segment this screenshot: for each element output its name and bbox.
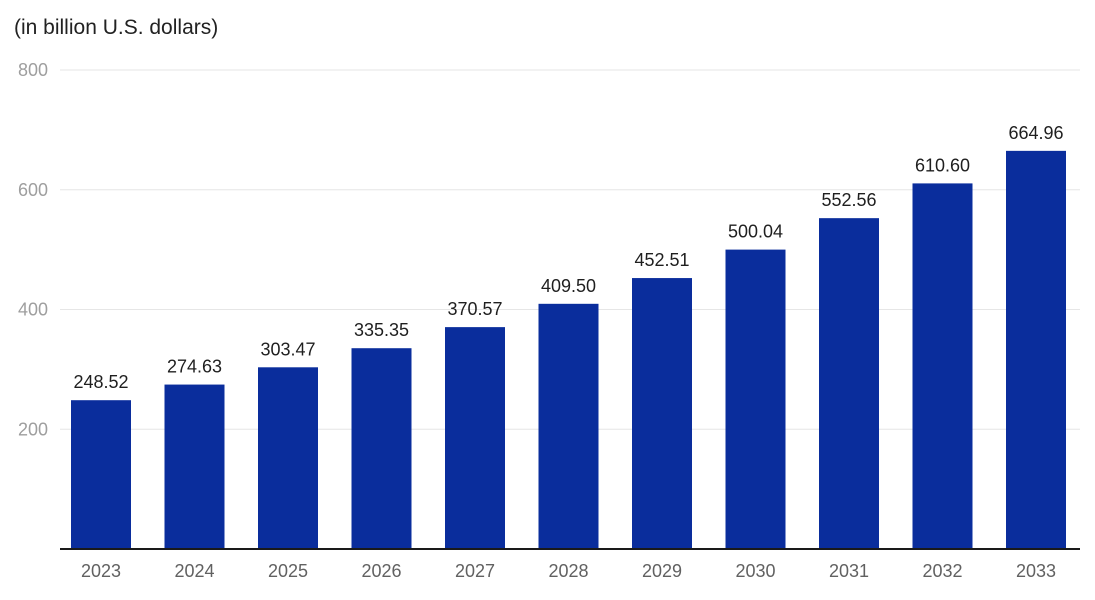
bars — [71, 150, 1066, 549]
x-tick-label: 2031 — [829, 561, 869, 581]
x-tick-label: 2026 — [361, 561, 401, 581]
data-label: 452.51 — [634, 250, 689, 270]
y-tick-label: 400 — [18, 300, 48, 320]
data-label: 303.47 — [260, 339, 315, 359]
data-label: 274.63 — [167, 357, 222, 377]
bar-2030 — [725, 249, 786, 549]
x-tick-label: 2030 — [735, 561, 775, 581]
data-label: 552.56 — [821, 190, 876, 210]
x-tick-label: 2023 — [81, 561, 121, 581]
x-tick-label: 2028 — [548, 561, 588, 581]
bar-2025 — [258, 367, 318, 549]
data-label: 370.57 — [447, 299, 502, 319]
bar-2033 — [1006, 150, 1066, 549]
data-label: 610.60 — [915, 155, 970, 175]
data-label: 335.35 — [354, 320, 409, 340]
y-tick-label: 600 — [18, 180, 48, 200]
bar-2032 — [912, 183, 973, 549]
x-tick-label: 2029 — [642, 561, 682, 581]
x-tick-label: 2032 — [922, 561, 962, 581]
bar-2027 — [445, 327, 505, 549]
y-tick-label: 200 — [18, 419, 48, 439]
bar-2028 — [538, 303, 599, 549]
data-label: 664.96 — [1008, 123, 1063, 143]
bar-2024 — [164, 384, 225, 549]
data-label: 248.52 — [73, 372, 128, 392]
x-tick-label: 2024 — [174, 561, 214, 581]
bar-2029 — [632, 278, 692, 549]
bar-2031 — [819, 218, 879, 549]
x-tick-label: 2027 — [455, 561, 495, 581]
unit-label: (in billion U.S. dollars) — [14, 16, 219, 39]
x-tick-label: 2033 — [1016, 561, 1056, 581]
bar-2026 — [351, 348, 412, 549]
bar-2023 — [71, 400, 131, 549]
labels: 200 400 600 800 248.52 2023 274.63 2024 303.47 20… — [18, 60, 1064, 581]
y-tick-label: 800 — [18, 60, 48, 80]
data-label: 409.50 — [541, 276, 596, 296]
x-tick-label: 2025 — [268, 561, 308, 581]
data-label: 500.04 — [728, 222, 783, 242]
